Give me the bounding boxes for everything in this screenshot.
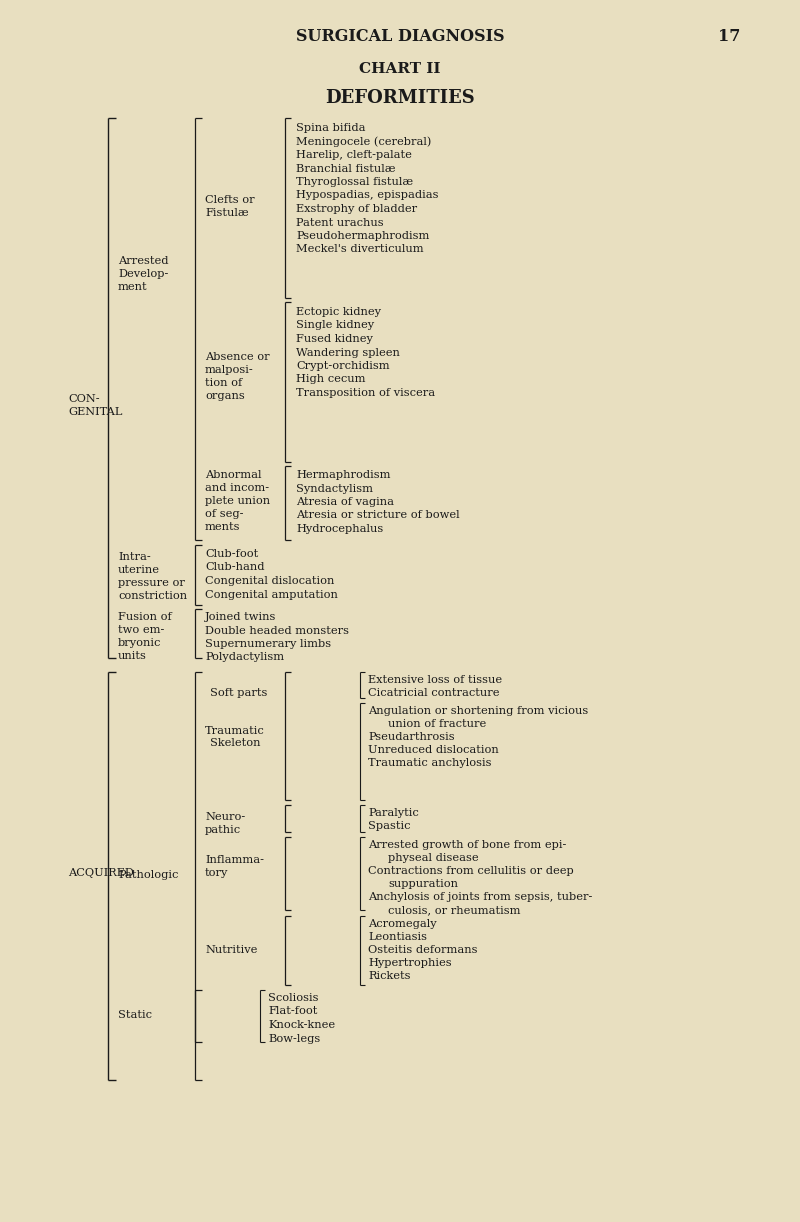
Text: Branchial fistulæ: Branchial fistulæ bbox=[296, 164, 395, 174]
Text: of seg-: of seg- bbox=[205, 510, 243, 519]
Text: Pseudarthrosis: Pseudarthrosis bbox=[368, 732, 454, 742]
Text: pathic: pathic bbox=[205, 825, 241, 835]
Text: Inflamma-: Inflamma- bbox=[205, 855, 264, 865]
Text: Rickets: Rickets bbox=[368, 971, 410, 981]
Text: Abnormal: Abnormal bbox=[205, 470, 262, 480]
Text: Arrested: Arrested bbox=[118, 255, 169, 266]
Text: Static: Static bbox=[118, 1011, 152, 1020]
Text: GENITAL: GENITAL bbox=[68, 407, 122, 417]
Text: Develop-: Develop- bbox=[118, 269, 168, 279]
Text: Double headed monsters: Double headed monsters bbox=[205, 626, 349, 635]
Text: Spastic: Spastic bbox=[368, 821, 410, 831]
Text: Meningocele (cerebral): Meningocele (cerebral) bbox=[296, 137, 431, 147]
Text: Angulation or shortening from vicious: Angulation or shortening from vicious bbox=[368, 706, 588, 716]
Text: Anchylosis of joints from sepsis, tuber-: Anchylosis of joints from sepsis, tuber- bbox=[368, 892, 592, 902]
Text: Club-foot: Club-foot bbox=[205, 549, 258, 558]
Text: High cecum: High cecum bbox=[296, 374, 366, 385]
Text: Ectopic kidney: Ectopic kidney bbox=[296, 307, 381, 316]
Text: Spina bifida: Spina bifida bbox=[296, 123, 366, 133]
Text: Scoliosis: Scoliosis bbox=[268, 993, 318, 1003]
Text: 17: 17 bbox=[718, 28, 740, 45]
Text: Neuro-: Neuro- bbox=[205, 811, 246, 822]
Text: Fusion of: Fusion of bbox=[118, 612, 172, 622]
Text: Knock-knee: Knock-knee bbox=[268, 1020, 335, 1030]
Text: tion of: tion of bbox=[205, 378, 242, 389]
Text: Leontiasis: Leontiasis bbox=[368, 932, 427, 942]
Text: Skeleton: Skeleton bbox=[210, 738, 261, 748]
Text: Acromegaly: Acromegaly bbox=[368, 919, 437, 929]
Text: Wandering spleen: Wandering spleen bbox=[296, 347, 400, 358]
Text: Extensive loss of tissue: Extensive loss of tissue bbox=[368, 675, 502, 686]
Text: plete union: plete union bbox=[205, 496, 270, 506]
Text: Pathologic: Pathologic bbox=[118, 870, 178, 880]
Text: Clefts or: Clefts or bbox=[205, 196, 254, 205]
Text: culosis, or rheumatism: culosis, or rheumatism bbox=[388, 906, 521, 915]
Text: ACQUIRED: ACQUIRED bbox=[68, 868, 134, 877]
Text: Patent urachus: Patent urachus bbox=[296, 218, 384, 227]
Text: tory: tory bbox=[205, 868, 228, 877]
Text: constriction: constriction bbox=[118, 591, 187, 601]
Text: Hypertrophies: Hypertrophies bbox=[368, 958, 452, 968]
Text: pressure or: pressure or bbox=[118, 578, 185, 588]
Text: CHART II: CHART II bbox=[359, 62, 441, 76]
Text: Intra-: Intra- bbox=[118, 552, 150, 562]
Text: Unreduced dislocation: Unreduced dislocation bbox=[368, 745, 498, 755]
Text: Cicatricial contracture: Cicatricial contracture bbox=[368, 688, 499, 698]
Text: units: units bbox=[118, 651, 147, 661]
Text: Osteitis deformans: Osteitis deformans bbox=[368, 945, 478, 956]
Text: Single kidney: Single kidney bbox=[296, 320, 374, 330]
Text: Bow-legs: Bow-legs bbox=[268, 1034, 320, 1044]
Text: ment: ment bbox=[118, 282, 148, 292]
Text: Pseudohermaphrodism: Pseudohermaphrodism bbox=[296, 231, 430, 241]
Text: Exstrophy of bladder: Exstrophy of bladder bbox=[296, 204, 417, 214]
Text: Congenital amputation: Congenital amputation bbox=[205, 589, 338, 600]
Text: Soft parts: Soft parts bbox=[210, 688, 267, 698]
Text: and incom-: and incom- bbox=[205, 483, 269, 492]
Text: Flat-foot: Flat-foot bbox=[268, 1007, 318, 1017]
Text: Joined twins: Joined twins bbox=[205, 612, 276, 622]
Text: Absence or: Absence or bbox=[205, 352, 270, 362]
Text: Contractions from cellulitis or deep: Contractions from cellulitis or deep bbox=[368, 866, 574, 876]
Text: Hermaphrodism: Hermaphrodism bbox=[296, 470, 390, 480]
Text: Traumatic anchylosis: Traumatic anchylosis bbox=[368, 758, 491, 767]
Text: Fused kidney: Fused kidney bbox=[296, 334, 373, 345]
Text: Harelip, cleft-palate: Harelip, cleft-palate bbox=[296, 150, 412, 160]
Text: Congenital dislocation: Congenital dislocation bbox=[205, 576, 334, 587]
Text: SURGICAL DIAGNOSIS: SURGICAL DIAGNOSIS bbox=[296, 28, 504, 45]
Text: Meckel's diverticulum: Meckel's diverticulum bbox=[296, 244, 424, 254]
Text: CON-: CON- bbox=[68, 393, 100, 404]
Text: DEFORMITIES: DEFORMITIES bbox=[325, 89, 475, 108]
Text: Fistulæ: Fistulæ bbox=[205, 208, 249, 218]
Text: Atresia or stricture of bowel: Atresia or stricture of bowel bbox=[296, 511, 460, 521]
Text: Nutritive: Nutritive bbox=[205, 945, 258, 956]
Text: malposi-: malposi- bbox=[205, 365, 254, 375]
Text: Paralytic: Paralytic bbox=[368, 808, 418, 818]
Text: Hydrocephalus: Hydrocephalus bbox=[296, 524, 383, 534]
Text: union of fracture: union of fracture bbox=[388, 719, 486, 730]
Text: organs: organs bbox=[205, 391, 245, 401]
Text: Atresia of vagina: Atresia of vagina bbox=[296, 497, 394, 507]
Text: Arrested growth of bone from epi-: Arrested growth of bone from epi- bbox=[368, 840, 566, 851]
Text: Syndactylism: Syndactylism bbox=[296, 484, 373, 494]
Text: Crypt-orchidism: Crypt-orchidism bbox=[296, 360, 390, 371]
Text: two em-: two em- bbox=[118, 624, 164, 635]
Text: Transposition of viscera: Transposition of viscera bbox=[296, 389, 435, 398]
Text: Hypospadias, epispadias: Hypospadias, epispadias bbox=[296, 191, 438, 200]
Text: physeal disease: physeal disease bbox=[388, 853, 478, 863]
Text: Club-hand: Club-hand bbox=[205, 562, 265, 572]
Text: uterine: uterine bbox=[118, 565, 160, 576]
Text: bryonic: bryonic bbox=[118, 638, 162, 648]
Text: Supernumerary limbs: Supernumerary limbs bbox=[205, 639, 331, 649]
Text: ments: ments bbox=[205, 522, 241, 532]
Text: Traumatic: Traumatic bbox=[205, 726, 265, 736]
Text: suppuration: suppuration bbox=[388, 879, 458, 888]
Text: Polydactylism: Polydactylism bbox=[205, 653, 284, 662]
Text: Thyroglossal fistulæ: Thyroglossal fistulæ bbox=[296, 177, 413, 187]
